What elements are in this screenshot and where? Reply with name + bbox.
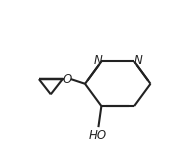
Text: O: O: [63, 73, 72, 86]
Text: HO: HO: [89, 129, 107, 142]
Text: N: N: [93, 54, 102, 67]
Text: N: N: [133, 54, 142, 67]
